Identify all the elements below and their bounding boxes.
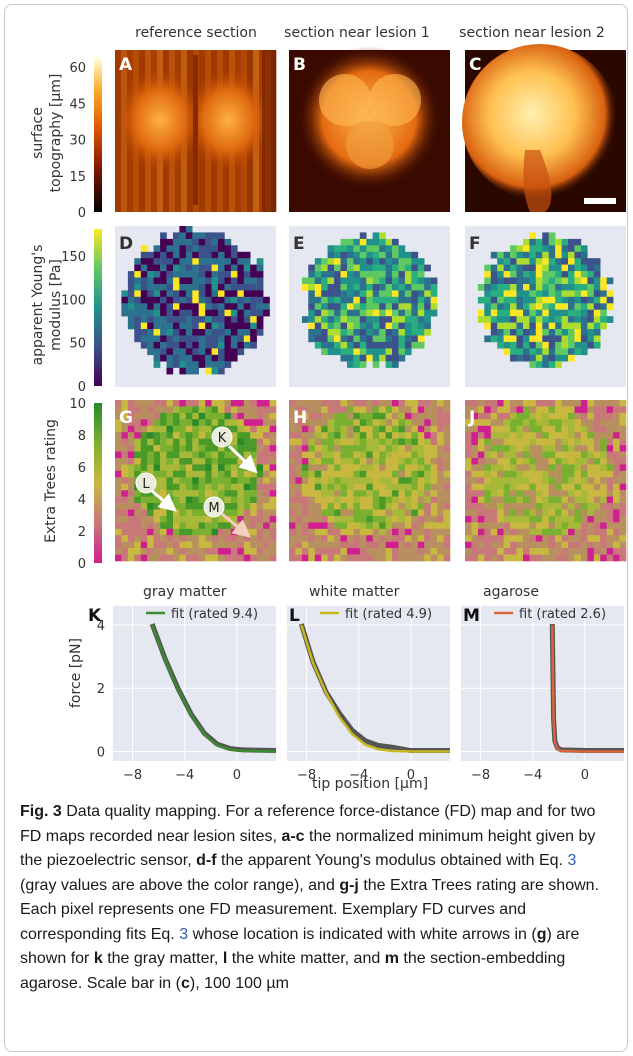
x-tick-label: −4: [175, 768, 194, 783]
y-tick-label: 0: [97, 746, 105, 761]
colorbar-topography: [94, 57, 102, 212]
fd-fit-curve: [150, 624, 277, 753]
column-title-lesion-1: section near lesion 1: [284, 25, 430, 41]
caption-title: Data quality mapping.: [66, 803, 221, 820]
rating-colorbar-tick: 8: [78, 429, 86, 444]
rating-colorbar-tick: 0: [78, 557, 86, 572]
panel-letter-b: B: [293, 55, 306, 75]
svg-text:M: M: [208, 501, 219, 516]
x-tick-label: −8: [123, 768, 142, 783]
arrow-k: K: [211, 426, 258, 474]
y-tick-label: 4: [97, 619, 105, 634]
figure-caption: Fig. 3 Data quality mapping. For a refer…: [20, 803, 599, 992]
x-tick-label: 0: [233, 768, 241, 783]
legend-label: fit (rated 4.9): [345, 607, 432, 622]
panel-letter-d: D: [119, 234, 133, 254]
rating-map-lesion-1: [289, 400, 451, 562]
rating-colorbar-tick: 4: [78, 493, 86, 508]
fd-plot-title: white matter: [309, 584, 400, 600]
panel-letter-a: A: [119, 55, 133, 75]
rating-colorbar-tick: 2: [78, 525, 86, 540]
equation-link[interactable]: 3: [179, 925, 189, 943]
panel-letter-l: L: [289, 606, 300, 626]
fd-plot-agarose: −8 −4 0 agarose fit (rated 2.6) M: [461, 584, 624, 783]
arrow-m: M: [203, 496, 251, 538]
force-axis-label: force [pN]: [68, 638, 84, 708]
modulus-colorbar-tick: 50: [69, 337, 86, 352]
x-tick-label: −8: [297, 768, 316, 783]
colorbar-modulus: [94, 229, 102, 386]
x-tick-label: −4: [523, 768, 542, 783]
modulus-colorbar-tick: 0: [78, 380, 86, 395]
rating-map-lesion-2: [465, 400, 627, 562]
x-tick-label: −8: [471, 768, 490, 783]
row-label-modulus-line2: modulus [Pa]: [48, 259, 64, 351]
modulus-colorbar-tick: 150: [61, 250, 86, 265]
panel-letter-g: G: [119, 408, 133, 428]
fd-fit-curve: [551, 624, 624, 753]
legend-label: fit (rated 2.6): [519, 607, 606, 622]
legend-label: fit (rated 9.4): [171, 607, 258, 622]
svg-text:K: K: [218, 431, 227, 446]
figure: reference section section near lesion 1 …: [30, 25, 627, 792]
svg-text:L: L: [142, 477, 150, 492]
row-label-modulus-line1: apparent Young's: [30, 245, 46, 366]
panel-letter-m: M: [463, 606, 480, 626]
topography-map-reference: [115, 50, 277, 212]
column-title-lesion-2: section near lesion 2: [459, 25, 605, 41]
topography-colorbar-tick: 45: [69, 97, 86, 112]
fd-plot-title: agarose: [483, 584, 539, 600]
topography-map-lesion-2: [462, 44, 626, 212]
x-tick-label: −4: [349, 768, 368, 783]
modulus-map-lesion-2: [465, 226, 626, 387]
fd-fit-curve: [300, 624, 450, 753]
rating-colorbar-tick: 10: [69, 397, 86, 412]
equation-link[interactable]: 3: [567, 852, 577, 869]
panel-letter-k: K: [88, 606, 102, 626]
column-title-reference: reference section: [135, 25, 257, 41]
modulus-map-lesion-1: [289, 226, 450, 387]
arrow-l: L: [135, 472, 177, 512]
panel-letter-e: E: [293, 234, 305, 254]
colorbar-rating: [94, 403, 102, 563]
modulus-map-reference: [115, 226, 276, 387]
modulus-colorbar-tick: 100: [61, 293, 86, 308]
panel-letter-j: J: [468, 408, 475, 428]
fd-plot-white-matter: −8 −4 0 white matter fit (rated 4.9) L: [287, 584, 450, 783]
row-label-topography-line1: surface: [30, 107, 46, 159]
row-label-topography-line2: topography [µm]: [48, 74, 64, 193]
topography-colorbar-tick: 15: [69, 170, 86, 185]
rating-colorbar-tick: 6: [78, 461, 86, 476]
fd-plot-gray-matter: −8 −4 0 0 2 4 gray matter fit (rated 9.4) K: [88, 584, 277, 783]
panel-letter-h: H: [293, 408, 307, 428]
panel-letter-c: C: [469, 55, 481, 75]
x-tick-label: 0: [407, 768, 415, 783]
x-tick-label: 0: [581, 768, 589, 783]
scale-bar: [584, 198, 616, 204]
topography-colorbar-tick: 30: [69, 134, 86, 149]
tip-position-axis-label: tip position [µm]: [312, 776, 428, 792]
fd-plot-title: gray matter: [143, 584, 227, 600]
topography-colorbar-tick: 0: [78, 206, 86, 221]
topography-map-lesion-1: [289, 46, 450, 212]
topography-colorbar-tick: 60: [69, 61, 86, 76]
y-tick-label: 2: [97, 682, 105, 697]
caption-label: Fig. 3: [20, 803, 62, 820]
panel-letter-f: F: [469, 234, 481, 254]
row-label-rating: Extra Trees rating: [43, 419, 59, 543]
